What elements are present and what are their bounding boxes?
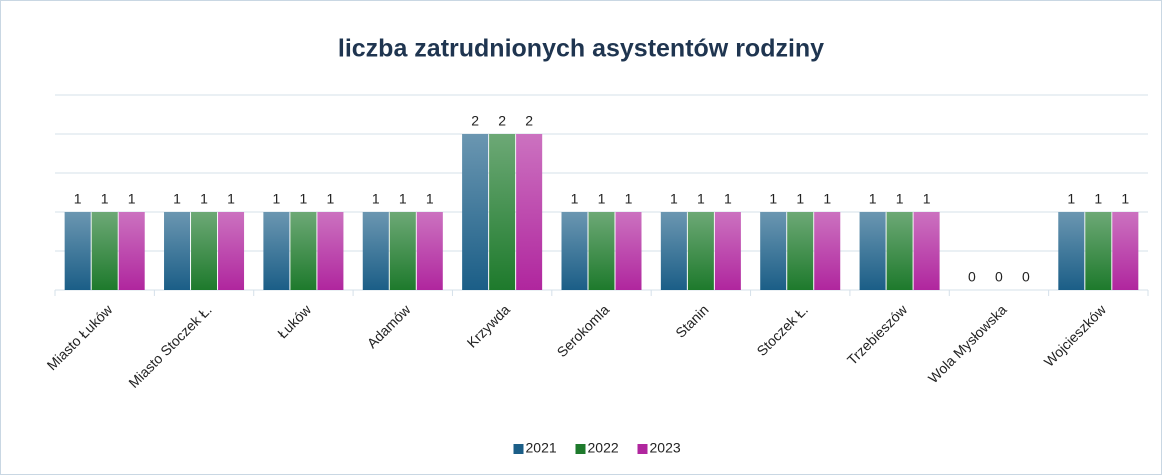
bar-shine <box>588 212 615 290</box>
legend-swatch <box>637 444 648 454</box>
bar-shine <box>516 134 543 290</box>
data-label: 1 <box>200 191 208 207</box>
bar-shine <box>1085 212 1112 290</box>
bar-shine <box>1058 212 1085 290</box>
data-label: 0 <box>995 269 1003 285</box>
legend-label: 2023 <box>650 440 681 456</box>
data-label: 1 <box>923 191 931 207</box>
bar-shine <box>913 212 940 290</box>
bar-shine <box>760 212 787 290</box>
data-label: 1 <box>426 191 434 207</box>
data-label: 1 <box>327 191 335 207</box>
data-label: 1 <box>399 191 407 207</box>
bar-shine <box>615 212 642 290</box>
legend-label: 2022 <box>588 440 619 456</box>
bar-shine <box>218 212 245 290</box>
data-label: 1 <box>697 191 705 207</box>
data-label: 1 <box>372 191 380 207</box>
bar-shine <box>886 212 913 290</box>
bar-shine <box>714 212 741 290</box>
bar-shine <box>416 212 443 290</box>
data-label: 0 <box>968 269 976 285</box>
chart-title: liczba zatrudnionych asystentów rodziny <box>338 35 824 63</box>
bar-shine <box>290 212 317 290</box>
bar-shine <box>191 212 218 290</box>
legend-swatch <box>513 444 524 454</box>
bar-shine <box>462 134 489 290</box>
data-label: 1 <box>300 191 308 207</box>
data-label: 1 <box>769 191 777 207</box>
data-label: 1 <box>571 191 579 207</box>
data-label: 1 <box>598 191 606 207</box>
data-label: 1 <box>896 191 904 207</box>
data-label: 1 <box>796 191 804 207</box>
legend-label: 2021 <box>526 440 557 456</box>
data-label: 1 <box>869 191 877 207</box>
legend-swatch <box>575 444 586 454</box>
bar-shine <box>561 212 588 290</box>
bar-shine <box>317 212 344 290</box>
bar-shine <box>814 212 841 290</box>
data-label: 0 <box>1022 269 1030 285</box>
data-label: 1 <box>74 191 82 207</box>
bar-shine <box>91 212 118 290</box>
data-label: 1 <box>670 191 678 207</box>
data-label: 1 <box>625 191 633 207</box>
data-label: 1 <box>1121 191 1129 207</box>
data-label: 2 <box>525 113 533 129</box>
data-label: 1 <box>1067 191 1075 207</box>
data-label: 1 <box>724 191 732 207</box>
bar-shine <box>389 212 416 290</box>
bar-shine <box>787 212 814 290</box>
data-label: 1 <box>273 191 281 207</box>
bar-shine <box>489 134 516 290</box>
data-label: 1 <box>823 191 831 207</box>
bar-shine <box>362 212 389 290</box>
bar-shine <box>118 212 145 290</box>
bar-shine <box>660 212 687 290</box>
bar-shine <box>164 212 191 290</box>
data-label: 1 <box>1094 191 1102 207</box>
data-label: 1 <box>128 191 136 207</box>
bar-shine <box>1112 212 1139 290</box>
bar-shine <box>263 212 290 290</box>
bar-shine <box>859 212 886 290</box>
data-label: 1 <box>227 191 235 207</box>
data-label: 1 <box>173 191 181 207</box>
bar-shine <box>64 212 91 290</box>
bar-shine <box>687 212 714 290</box>
data-label: 1 <box>101 191 109 207</box>
data-label: 2 <box>498 113 506 129</box>
data-label: 2 <box>471 113 479 129</box>
